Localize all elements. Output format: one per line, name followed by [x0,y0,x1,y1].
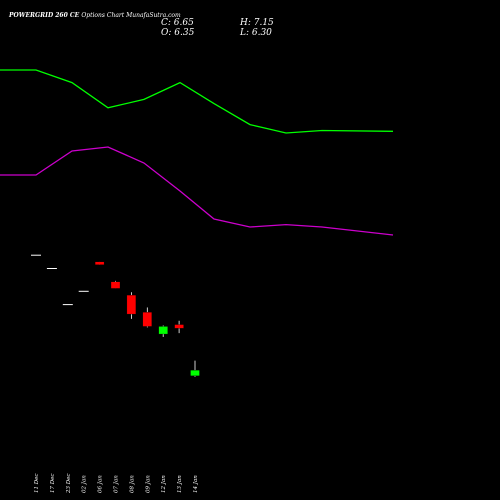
candle-body [142,312,152,327]
candle-09-jan [142,307,152,328]
low-readout: L: 6.30 [240,28,272,38]
candle-body [110,281,121,289]
high-readout: H: 7.15 [240,18,274,28]
upper-indicator-line [0,69,394,134]
x-tick-label: 17 Dec [50,474,56,494]
candle-body [126,294,137,315]
x-tick-label: 14 Jan [193,475,199,493]
candle-07-jan [110,280,121,289]
candle-body [158,326,168,335]
x-tick-label: 23 Dec [66,474,72,495]
chart-symbol: POWERGRID 260 CE [9,12,80,19]
indicator-lines [0,69,394,236]
x-tick-label: 12 Jan [161,475,167,493]
x-tick-label: 11 Dec [34,474,40,494]
lower-indicator-line [0,146,394,236]
open-readout: O: 6.35 [161,28,195,38]
x-tick-label: 09 Jan [145,475,151,493]
candle-body [94,261,105,265]
x-tick-label: 07 Jan [114,475,120,493]
chart-title: POWERGRID 260 CE Options Chart MunafaSut… [9,12,181,19]
x-tick-label: 06 Jan [98,475,104,493]
candle-14-jan [190,360,200,377]
close-readout: C: 6.65 [161,18,194,28]
x-tick-label: 13 Jan [177,475,183,493]
x-axis-labels: 11 Dec 17 Dec 23 Dec 02 Jan 06 Jan 07 Jan 08 J… [34,474,199,495]
candle-13-jan [174,320,184,334]
candle-06-jan [94,261,105,265]
candle-body [190,369,200,376]
candles [31,254,200,377]
candle-08-jan [126,292,137,319]
chart-subtitle: Options Chart MunafaSutra.com [81,12,181,19]
x-tick-label: 02 Jan [82,475,88,493]
x-tick-label: 08 Jan [129,475,135,493]
candle-body [174,324,184,329]
candle-12-jan [158,325,168,337]
